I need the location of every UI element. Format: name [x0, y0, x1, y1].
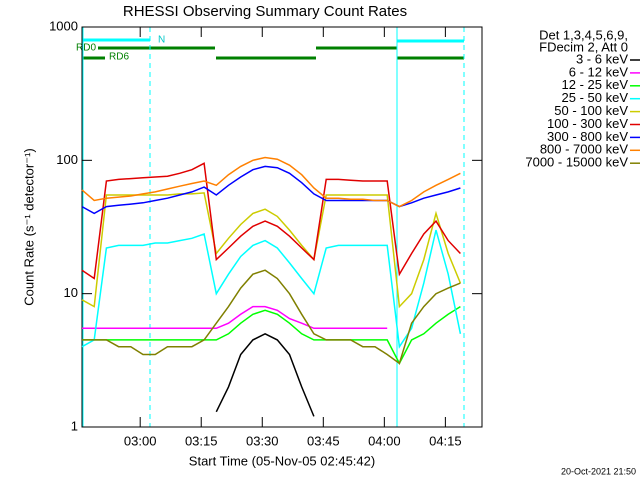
timestamp: 20-Oct-2021 21:50 — [561, 466, 636, 476]
x-tick-label: 03:15 — [185, 433, 218, 448]
x-tick-label: 04:00 — [368, 433, 401, 448]
x-tick-label: 03:30 — [246, 433, 279, 448]
annotation: RD6 — [109, 52, 129, 63]
series-line — [81, 156, 461, 208]
legend-label: 3 - 6 keV — [576, 51, 628, 66]
legend-header: FDecim 2, Att 0 — [539, 39, 628, 54]
series-line — [81, 192, 462, 309]
series-line — [81, 162, 461, 280]
legend-label: 7000 - 15000 keV — [525, 155, 628, 170]
legend-label: 300 - 800 keV — [547, 129, 628, 144]
series-line — [215, 332, 315, 417]
chart-title: RHESSI Observing Summary Count Rates — [123, 3, 407, 20]
legend-label: 800 - 7000 keV — [540, 142, 629, 157]
y-tick-label: 1 — [71, 418, 78, 433]
annotation: RD0 — [76, 43, 96, 54]
legend-label: 12 - 25 keV — [562, 77, 629, 92]
plot-frame — [81, 26, 483, 428]
series-line — [81, 229, 462, 349]
y-tick-label: 1000 — [49, 18, 78, 33]
x-tick-label: 04:15 — [429, 433, 462, 448]
legend-label: 100 - 300 keV — [547, 116, 628, 131]
x-tick-label: 03:00 — [124, 433, 157, 448]
x-tick-label: 03:45 — [307, 433, 340, 448]
legend-header: Det 1,3,4,5,6,9, — [539, 27, 628, 42]
legend-label: 25 - 50 keV — [562, 90, 629, 105]
series-line — [82, 269, 461, 365]
legend-label: 50 - 100 keV — [554, 103, 628, 118]
flags: N RD0 RD6 — [76, 27, 465, 427]
y-tick-label: 100 — [56, 152, 78, 167]
x-axis-label: Start Time (05-Nov-05 02:45:42) — [189, 453, 375, 468]
series-line — [82, 305, 388, 330]
legend-label: 6 - 12 keV — [569, 64, 629, 79]
y-tick-label: 10 — [64, 285, 78, 300]
y-axis-label: Count Rate (s⁻¹ detector⁻¹) — [21, 148, 36, 306]
series-line — [82, 305, 461, 366]
annotation: N — [158, 35, 165, 46]
